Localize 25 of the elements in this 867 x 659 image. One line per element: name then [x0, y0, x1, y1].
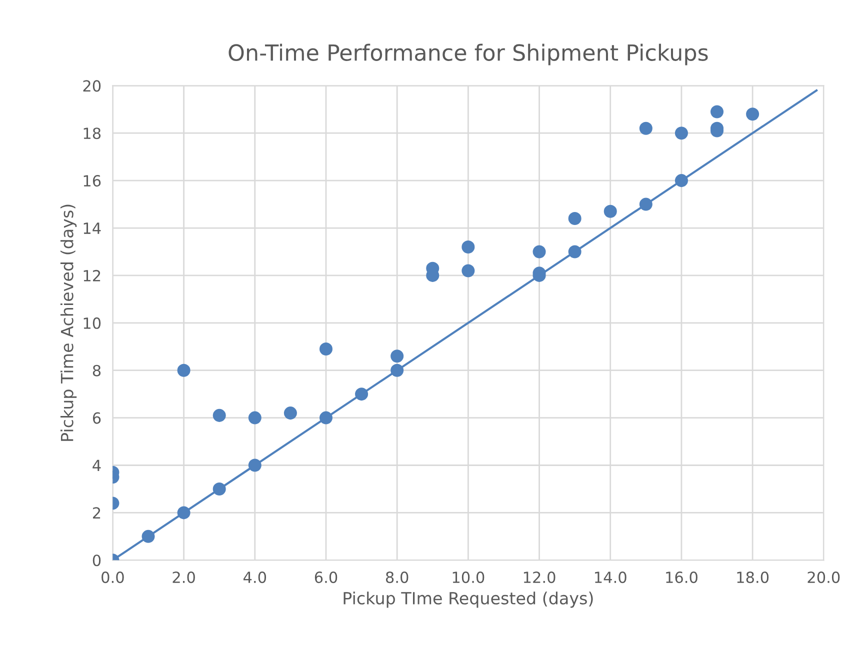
- y-tick-label: 6: [92, 412, 101, 424]
- x-tick-label: 16.0: [666, 572, 698, 584]
- x-tick-label: 6.0: [314, 572, 338, 584]
- y-tick-label: 12: [84, 270, 100, 282]
- y-tick-label: 0: [92, 554, 101, 566]
- x-tick-label: 20.0: [808, 572, 840, 584]
- x-axis-title: Pickup TIme Requested (days): [344, 592, 593, 608]
- y-tick-label: 18: [84, 128, 101, 140]
- x-tick-label: 0.0: [102, 572, 124, 584]
- x-tick-label: 8.0: [386, 572, 408, 584]
- y-axis-title: Pickup Time Achieved (days): [60, 204, 77, 441]
- y-tick-label: 4: [92, 460, 101, 472]
- y-tick-label: 8: [92, 364, 101, 376]
- x-tick-label: 10.0: [452, 572, 484, 584]
- x-tick-label: 14.0: [595, 572, 626, 584]
- x-tick-label: 12.0: [524, 572, 556, 584]
- y-tick-label: 20: [83, 80, 101, 92]
- x-tick-label: 2.0: [172, 572, 195, 584]
- chart-title: On-Time Performance for Shipment Pickups: [228, 44, 708, 66]
- y-tick-label: 14: [84, 222, 101, 234]
- x-tick-label: 18.0: [737, 572, 769, 584]
- y-tick-label: 10: [84, 317, 101, 329]
- y-tick-label: 16: [84, 175, 101, 187]
- x-tick-label: 4.0: [243, 572, 266, 584]
- y-tick-label: 2: [93, 507, 100, 519]
